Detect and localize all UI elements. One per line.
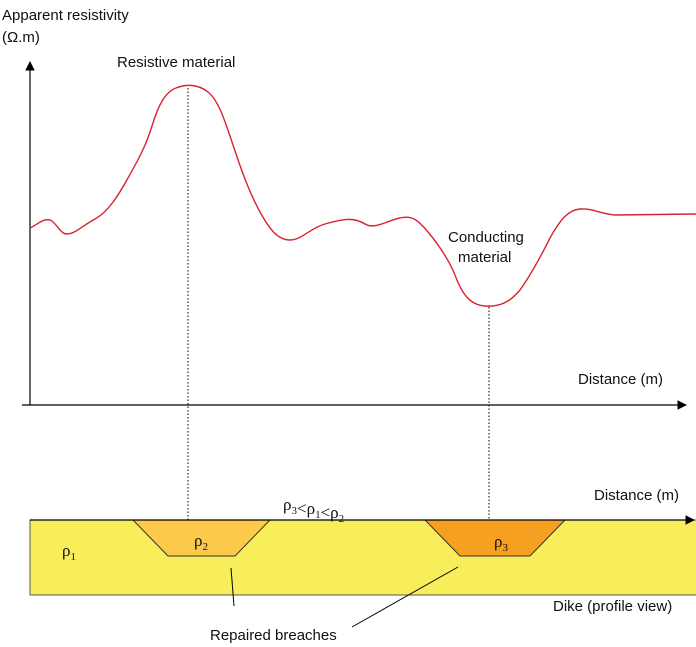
subscript: 2 <box>339 513 345 525</box>
rho1: ρ1 <box>62 541 76 563</box>
subscript: 2 <box>202 541 208 553</box>
leader-line <box>351 566 459 628</box>
y-axis-label: Apparent resistivity <box>2 7 129 24</box>
breaches-label: Repaired breaches <box>210 627 337 644</box>
symbol: ρ <box>283 495 291 514</box>
subscript: 1 <box>315 509 321 521</box>
symbol: <ρ <box>297 499 315 518</box>
rho3: ρ3 <box>494 532 508 554</box>
dike-axis-label: Distance (m) <box>594 487 679 504</box>
symbol: ρ <box>494 532 502 551</box>
subscript: 1 <box>70 551 76 563</box>
conducting-label: Conducting <box>448 229 524 246</box>
resistivity-curve <box>29 84 696 307</box>
symbol: ρ <box>62 541 70 560</box>
conducting-label: material <box>458 249 511 266</box>
resistive-label: Resistive material <box>117 54 235 71</box>
rho2: ρ2 <box>194 531 208 553</box>
symbol: ρ <box>194 531 202 550</box>
dike-caption: Dike (profile view) <box>553 598 672 615</box>
relation: ρ3<ρ1<ρ2 <box>283 495 344 525</box>
symbol: <ρ <box>321 503 339 522</box>
subscript: 3 <box>291 505 297 517</box>
x-axis-label: Distance (m) <box>578 371 663 388</box>
dike-body <box>29 519 696 596</box>
y-axis-unit: (Ω.m) <box>2 29 40 46</box>
subscript: 3 <box>502 542 508 554</box>
leader-line <box>230 567 235 607</box>
